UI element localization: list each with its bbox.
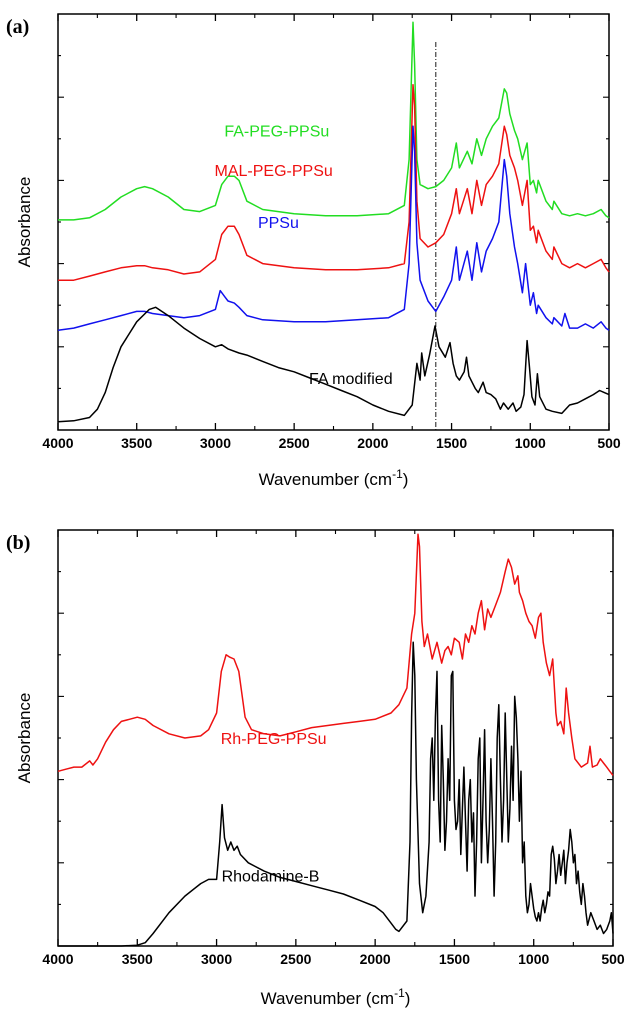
series-label: FA modified <box>309 371 393 388</box>
x-axis-label-superscript: -1 <box>392 467 403 481</box>
panel-a: (a) 4000 3500 3000 2500 2000 1500 1000 500 Wavenu… <box>6 13 621 489</box>
x-tick-label: 4000 <box>42 435 73 451</box>
x-tick-label: 1000 <box>515 435 546 451</box>
x-tick-label: 2000 <box>357 435 388 451</box>
x-tick-label: 3500 <box>121 435 152 451</box>
x-tick-label: 1000 <box>518 951 549 967</box>
panel-b: (b) 4000 3500 3000 2500 2000 1500 1000 500 Wavenu… <box>6 529 625 1008</box>
x-tick-label: 1500 <box>439 951 470 967</box>
series-line-fa-modified <box>57 306 610 423</box>
series-label: MAL-PEG-PPSu <box>215 163 333 180</box>
series-label: FA-PEG-PPSu <box>224 124 329 141</box>
x-tick-label: 500 <box>601 951 625 967</box>
series-label: Rhodamine-B <box>222 869 320 886</box>
x-axis-label-end: ) <box>403 470 409 489</box>
x-axis-label-main: Wavenumber (cm <box>259 470 393 489</box>
x-tick-label: 1500 <box>436 435 467 451</box>
panel-letter: (b) <box>6 532 30 554</box>
x-tick-label: 4000 <box>42 951 73 967</box>
series-line-rhodamine-b <box>58 641 614 947</box>
y-axis-label: Absorbance <box>15 177 34 268</box>
x-tick-label: 2000 <box>360 951 391 967</box>
series-label: PPSu <box>258 215 299 232</box>
x-axis-label-end: ) <box>405 989 411 1008</box>
x-tick-label: 2500 <box>279 435 310 451</box>
panel-letter: (a) <box>6 16 29 38</box>
x-tick-label: 500 <box>597 435 621 451</box>
x-axis-label: Wavenumber (cm-1) <box>259 467 409 489</box>
x-tick-label: 3500 <box>122 951 153 967</box>
x-axis-label: Wavenumber (cm-1) <box>261 986 411 1008</box>
series-line-rh-peg-ppsu <box>57 533 614 776</box>
series-label: Rh-PEG-PPSu <box>221 731 327 748</box>
x-axis-label-superscript: -1 <box>394 986 405 1000</box>
series-line-ppsu <box>57 125 610 331</box>
y-axis-label: Absorbance <box>15 693 34 784</box>
x-tick-label: 3000 <box>201 951 232 967</box>
series-line-fa-peg-ppsu <box>58 21 610 221</box>
series-line-mal-peg-ppsu <box>58 83 610 281</box>
x-tick-label: 3000 <box>200 435 231 451</box>
x-tick-label: 2500 <box>280 951 311 967</box>
x-axis-label-main: Wavenumber (cm <box>261 989 395 1008</box>
plot-frame <box>57 13 610 431</box>
